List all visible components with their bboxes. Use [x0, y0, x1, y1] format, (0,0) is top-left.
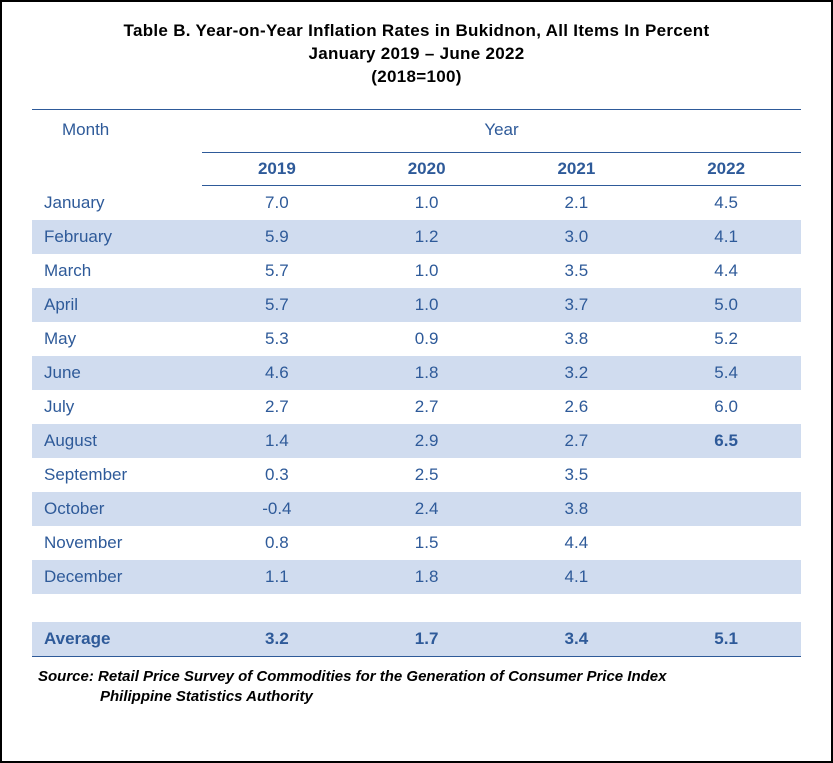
month-cell: September — [32, 458, 202, 492]
year-col-2022: 2022 — [651, 152, 801, 185]
month-cell: March — [32, 254, 202, 288]
table-row: May5.30.93.85.2 — [32, 322, 801, 356]
value-cell — [651, 458, 801, 492]
month-cell: July — [32, 390, 202, 424]
source-line2: Philippine Statistics Authority — [38, 687, 801, 707]
value-cell: 3.5 — [502, 254, 652, 288]
value-cell: 2.7 — [502, 424, 652, 458]
title-line2: January 2019 – June 2022 — [308, 44, 524, 63]
value-cell: 2.6 — [502, 390, 652, 424]
month-cell: January — [32, 185, 202, 220]
value-cell: 0.9 — [352, 322, 502, 356]
table-row: April5.71.03.75.0 — [32, 288, 801, 322]
value-cell: 4.4 — [651, 254, 801, 288]
month-cell: February — [32, 220, 202, 254]
year-col-2019: 2019 — [202, 152, 352, 185]
value-cell: 4.1 — [502, 560, 652, 594]
month-cell: December — [32, 560, 202, 594]
table-row: August1.42.92.76.5 — [32, 424, 801, 458]
value-cell: 1.8 — [352, 356, 502, 390]
title-line1: Table B. Year-on-Year Inflation Rates in… — [124, 21, 710, 40]
value-cell: 2.5 — [352, 458, 502, 492]
average-label: Average — [32, 622, 202, 656]
month-cell: August — [32, 424, 202, 458]
value-cell: 1.0 — [352, 185, 502, 220]
table-row: November0.81.54.4 — [32, 526, 801, 560]
title-line3: (2018=100) — [371, 67, 461, 86]
value-cell: 6.5 — [651, 424, 801, 458]
value-cell: 2.7 — [202, 390, 352, 424]
value-cell: 1.8 — [352, 560, 502, 594]
source-note: Source: Retail Price Survey of Commoditi… — [32, 667, 801, 708]
value-cell: 7.0 — [202, 185, 352, 220]
value-cell: 3.5 — [502, 458, 652, 492]
value-cell: 5.4 — [651, 356, 801, 390]
month-cell: October — [32, 492, 202, 526]
table-row: September0.32.53.5 — [32, 458, 801, 492]
month-cell: April — [32, 288, 202, 322]
value-cell: 1.4 — [202, 424, 352, 458]
value-cell: 2.9 — [352, 424, 502, 458]
value-cell — [651, 492, 801, 526]
average-cell: 3.2 — [202, 622, 352, 656]
value-cell: 5.0 — [651, 288, 801, 322]
value-cell: 4.6 — [202, 356, 352, 390]
average-cell: 1.7 — [352, 622, 502, 656]
value-cell: 5.7 — [202, 254, 352, 288]
value-cell: 3.7 — [502, 288, 652, 322]
value-cell: 1.1 — [202, 560, 352, 594]
document-frame: Table B. Year-on-Year Inflation Rates in… — [0, 0, 833, 763]
value-cell: 0.3 — [202, 458, 352, 492]
average-cell: 3.4 — [502, 622, 652, 656]
average-row: Average3.21.73.45.1 — [32, 622, 801, 656]
table-row: June4.61.83.25.4 — [32, 356, 801, 390]
value-cell: 5.3 — [202, 322, 352, 356]
value-cell: 1.0 — [352, 254, 502, 288]
month-cell: May — [32, 322, 202, 356]
inflation-table: Month Year 2019 2020 2021 2022 January7.… — [32, 109, 801, 657]
table-row: July2.72.72.66.0 — [32, 390, 801, 424]
value-cell: 4.4 — [502, 526, 652, 560]
value-cell: 1.2 — [352, 220, 502, 254]
value-cell — [651, 560, 801, 594]
average-cell: 5.1 — [651, 622, 801, 656]
value-cell: 5.2 — [651, 322, 801, 356]
table-row: February5.91.23.04.1 — [32, 220, 801, 254]
value-cell: 3.8 — [502, 492, 652, 526]
value-cell: 2.1 — [502, 185, 652, 220]
value-cell: 5.7 — [202, 288, 352, 322]
value-cell: -0.4 — [202, 492, 352, 526]
value-cell: 5.9 — [202, 220, 352, 254]
value-cell: 4.1 — [651, 220, 801, 254]
source-line1: Source: Retail Price Survey of Commoditi… — [38, 668, 666, 685]
month-header: Month — [32, 109, 202, 152]
value-cell: 3.0 — [502, 220, 652, 254]
year-col-2021: 2021 — [502, 152, 652, 185]
table-row: December1.11.84.1 — [32, 560, 801, 594]
table-row: January7.01.02.14.5 — [32, 185, 801, 220]
value-cell: 0.8 — [202, 526, 352, 560]
header-spacer — [32, 152, 202, 185]
year-col-2020: 2020 — [352, 152, 502, 185]
value-cell: 3.2 — [502, 356, 652, 390]
table-title: Table B. Year-on-Year Inflation Rates in… — [32, 20, 801, 89]
value-cell: 2.4 — [352, 492, 502, 526]
bottom-rule — [32, 656, 801, 657]
value-cell: 4.5 — [651, 185, 801, 220]
value-cell: 3.8 — [502, 322, 652, 356]
value-cell: 1.5 — [352, 526, 502, 560]
table-row: October-0.42.43.8 — [32, 492, 801, 526]
value-cell: 1.0 — [352, 288, 502, 322]
value-cell: 2.7 — [352, 390, 502, 424]
table-row: March5.71.03.54.4 — [32, 254, 801, 288]
month-cell: November — [32, 526, 202, 560]
value-cell: 6.0 — [651, 390, 801, 424]
month-cell: June — [32, 356, 202, 390]
value-cell — [651, 526, 801, 560]
spacer-row — [32, 594, 801, 622]
year-header: Year — [202, 109, 801, 152]
